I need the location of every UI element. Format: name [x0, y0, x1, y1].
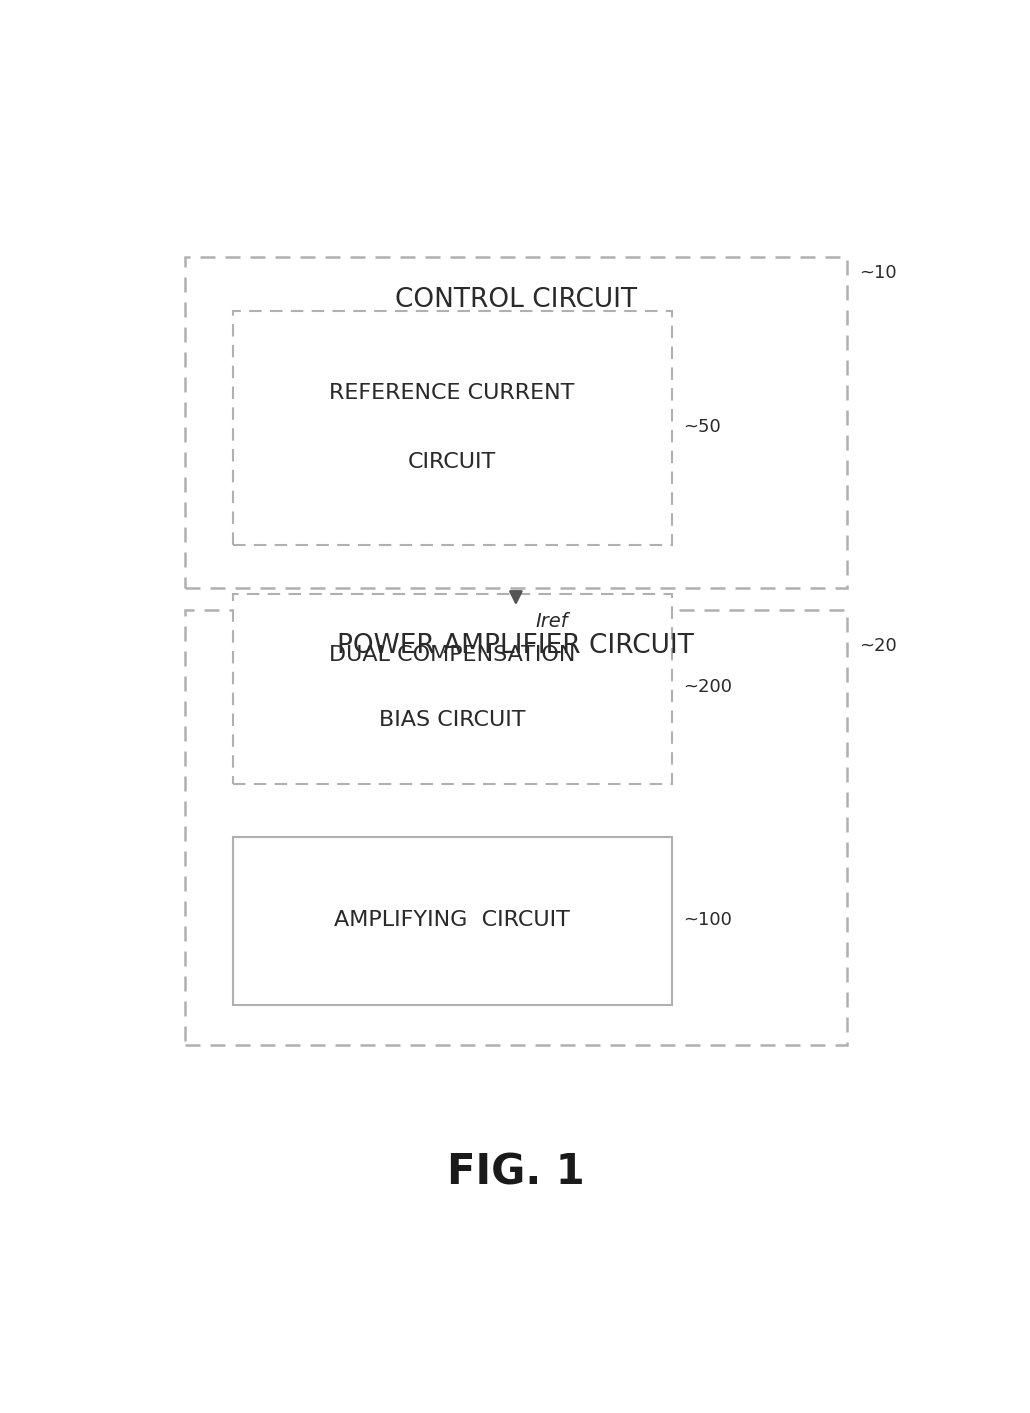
Text: FIG. 1: FIG. 1 [447, 1152, 585, 1194]
Text: ~50: ~50 [684, 418, 721, 437]
Text: ~200: ~200 [684, 678, 732, 697]
Text: DUAL COMPENSATION: DUAL COMPENSATION [329, 644, 575, 664]
Text: CIRCUIT: CIRCUIT [408, 452, 496, 472]
Text: AMPLIFYING  CIRCUIT: AMPLIFYING CIRCUIT [334, 910, 570, 930]
Text: Iref: Iref [536, 612, 569, 630]
Text: POWER AMPLIFIER CIRCUIT: POWER AMPLIFIER CIRCUIT [338, 633, 694, 658]
Bar [233, 836, 672, 1005]
Text: REFERENCE CURRENT: REFERENCE CURRENT [330, 383, 575, 403]
Bar [184, 610, 847, 1046]
Text: BIAS CIRCUIT: BIAS CIRCUIT [379, 711, 525, 731]
Text: CONTROL CIRCUIT: CONTROL CIRCUIT [394, 287, 637, 314]
Bar [233, 311, 672, 545]
Text: ~10: ~10 [859, 264, 897, 283]
Text: ~20: ~20 [859, 637, 897, 656]
Bar [184, 257, 847, 588]
Bar [233, 593, 672, 784]
Text: ~100: ~100 [684, 911, 732, 930]
